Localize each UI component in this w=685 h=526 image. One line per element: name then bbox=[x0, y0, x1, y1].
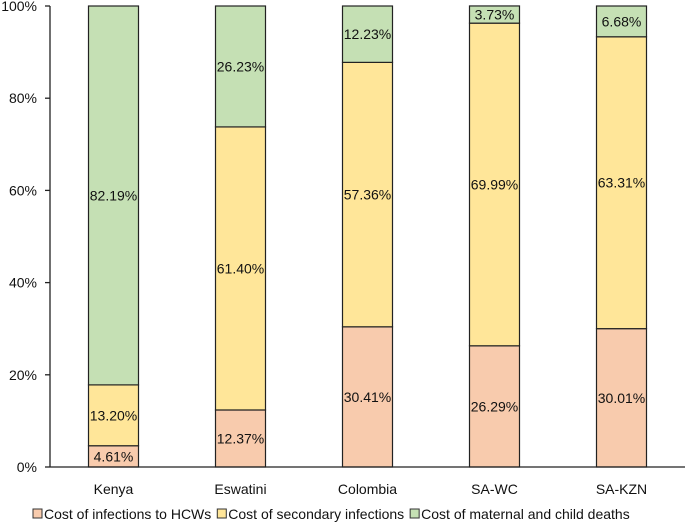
data-label: 82.19% bbox=[90, 187, 137, 203]
bar-segment bbox=[341, 61, 394, 328]
legend-item: Cost of secondary infections bbox=[216, 506, 404, 522]
legend-item: Cost of maternal and child deaths bbox=[409, 506, 630, 522]
data-label: 4.61% bbox=[94, 448, 134, 464]
data-label: 69.99% bbox=[471, 176, 518, 192]
data-label: 63.31% bbox=[598, 175, 645, 191]
y-tick-label: 80% bbox=[9, 90, 37, 106]
data-label: 26.29% bbox=[471, 398, 518, 414]
data-label: 61.40% bbox=[217, 260, 264, 276]
bar-group-colombia: 30.41% 57.36% 12.23% bbox=[341, 5, 394, 468]
data-label: 3.73% bbox=[475, 7, 515, 23]
y-tick-label: 100% bbox=[1, 0, 37, 14]
x-tick-label: Kenya bbox=[94, 481, 134, 497]
bar-segment bbox=[214, 126, 267, 411]
bar-group-sa-wc: 26.29% 69.99% 3.73% bbox=[468, 5, 521, 468]
x-tick-label: SA-KZN bbox=[596, 481, 647, 497]
data-label: 57.36% bbox=[344, 187, 391, 203]
bar-segment bbox=[341, 326, 394, 468]
x-axis: Kenya Eswatini Colombia SA-WC SA-KZN bbox=[50, 466, 685, 497]
x-tick-label: SA-WC bbox=[471, 481, 518, 497]
bar-segment bbox=[87, 5, 140, 386]
y-tick-label: 60% bbox=[9, 182, 37, 198]
data-label: 12.37% bbox=[217, 430, 264, 446]
bar-group-sa-kzn: 30.01% 63.31% 6.68% bbox=[595, 5, 648, 468]
y-axis: 0% 20% 40% 60% 80% 100% bbox=[1, 0, 51, 475]
x-tick-label: Eswatini bbox=[214, 481, 266, 497]
bar-group-eswatini: 12.37% 61.40% 26.23% bbox=[214, 5, 267, 468]
x-tick-label: Colombia bbox=[338, 481, 397, 497]
legend-label: Cost of secondary infections bbox=[228, 506, 404, 522]
data-label: 13.20% bbox=[90, 407, 137, 423]
legend-swatch bbox=[216, 508, 227, 519]
bar-segment bbox=[468, 5, 521, 24]
y-tick-label: 40% bbox=[9, 275, 37, 291]
legend-swatch bbox=[409, 508, 420, 519]
data-label: 30.01% bbox=[598, 390, 645, 406]
legend-swatch bbox=[32, 508, 43, 519]
legend-label: Cost of infections to HCWs bbox=[44, 506, 211, 522]
bar-segment bbox=[595, 5, 648, 38]
data-label: 30.41% bbox=[344, 389, 391, 405]
bars: 4.61% 13.20% 82.19% 12.37% 61.40% 26.23% 30.41… bbox=[87, 5, 648, 468]
bar-segment bbox=[214, 5, 267, 128]
y-tick-label: 20% bbox=[9, 367, 37, 383]
legend-label: Cost of maternal and child deaths bbox=[421, 506, 630, 522]
bar-segment bbox=[468, 22, 521, 347]
data-label: 12.23% bbox=[344, 26, 391, 42]
legend: Cost of infections to HCWs Cost of second… bbox=[32, 506, 630, 522]
bar-segment bbox=[341, 5, 394, 63]
bar-segment bbox=[468, 345, 521, 468]
data-label: 6.68% bbox=[602, 13, 642, 29]
data-label: 26.23% bbox=[217, 58, 264, 74]
bar-group-kenya: 4.61% 13.20% 82.19% bbox=[87, 5, 140, 468]
y-tick-label: 0% bbox=[17, 459, 37, 475]
bar-segment bbox=[595, 36, 648, 330]
legend-item: Cost of infections to HCWs bbox=[32, 506, 211, 522]
